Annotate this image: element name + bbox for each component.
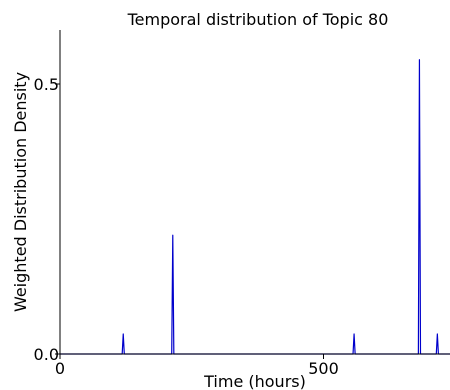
y-tick-label: 0.5 (34, 75, 59, 94)
y-tick-label: 0.0 (34, 345, 59, 364)
x-axis-label: Time (hours) (203, 372, 306, 390)
x-tick-label: 0 (55, 359, 65, 378)
series-line-0 (60, 59, 450, 355)
chart-title: Temporal distribution of Topic 80 (127, 10, 389, 29)
x-tick-label: 500 (308, 359, 339, 378)
plot-area: 0 500 0.0 0.5 (34, 30, 450, 378)
y-axis-label: Weighted Distribution Density (11, 72, 30, 312)
